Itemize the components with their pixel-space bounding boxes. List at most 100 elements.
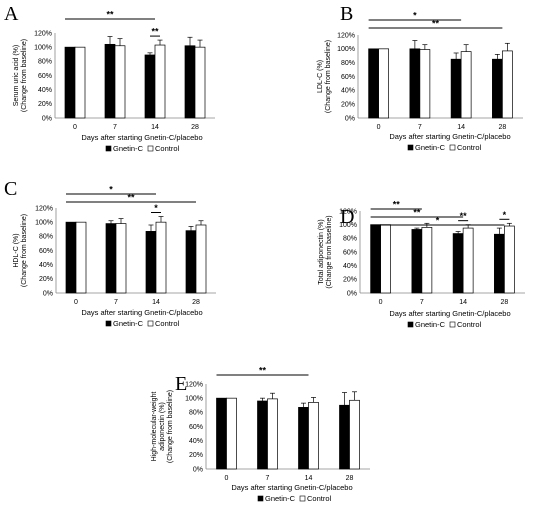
bar-gnetin-c-day-28 <box>494 233 505 294</box>
bar-control-day-0 <box>75 221 87 294</box>
y-tick-label: 80% <box>39 234 53 241</box>
bar-gnetin-c-day-28 <box>185 230 197 294</box>
legend-swatch-gnetin-c <box>407 321 414 328</box>
y-tick-label: 60% <box>38 73 52 80</box>
x-tick-label: 0 <box>379 299 383 306</box>
y-tick-label: 100% <box>35 220 53 227</box>
bar-control-day-28 <box>502 50 513 119</box>
bar-control-day-7 <box>267 398 278 470</box>
bar-control-day-7 <box>114 45 126 119</box>
y-tick-label: 80% <box>189 410 203 417</box>
y-tick-label: 0% <box>43 290 53 297</box>
x-tick-label: 28 <box>346 475 354 482</box>
legend-swatch-gnetin-c <box>407 144 414 151</box>
panel-letter: D <box>340 206 354 228</box>
legend-label: Gnetin-C <box>265 494 296 503</box>
bar-gnetin-c-day-28 <box>339 404 350 470</box>
y-tick-label: 80% <box>38 59 52 66</box>
panel-letter: C <box>4 178 17 200</box>
significance-label: * <box>154 203 158 213</box>
x-tick-label: 14 <box>305 475 313 482</box>
y-axis-label: Total adiponectin (%) <box>318 219 325 284</box>
y-tick-label: 120% <box>35 205 53 212</box>
y-tick-label: 80% <box>341 60 355 67</box>
significance-label: ** <box>151 27 159 37</box>
x-tick-label: 7 <box>113 124 117 131</box>
y-axis-label: adiponectin (%) <box>159 402 166 451</box>
bar-control-day-0 <box>380 224 391 294</box>
legend-label: Control <box>457 143 482 152</box>
y-tick-label: 120% <box>34 30 52 37</box>
bar-gnetin-c-day-7 <box>105 223 117 294</box>
x-tick-label: 14 <box>151 124 159 131</box>
y-axis-label: (Change from baseline) <box>167 390 174 463</box>
significance-label: ** <box>413 208 421 218</box>
y-tick-label: 20% <box>189 452 203 459</box>
y-tick-label: 120% <box>185 381 203 388</box>
y-tick-label: 80% <box>343 236 357 243</box>
bar-gnetin-c-day-14 <box>298 407 309 470</box>
bar-control-day-14 <box>154 44 166 119</box>
x-tick-label: 14 <box>459 299 467 306</box>
legend-label: Gnetin-C <box>113 144 144 153</box>
significance-label: ** <box>259 366 267 376</box>
legend-swatch-control <box>147 320 154 327</box>
x-tick-label: 14 <box>457 124 465 131</box>
legend-swatch-gnetin-c <box>105 320 112 327</box>
y-tick-label: 20% <box>38 101 52 108</box>
y-tick-label: 60% <box>343 249 357 256</box>
bar-control-day-28 <box>504 225 515 294</box>
bar-control-day-28 <box>349 399 360 470</box>
significance-label: ** <box>432 19 440 29</box>
y-tick-label: 0% <box>347 290 357 297</box>
legend-swatch-control <box>449 321 456 328</box>
y-tick-label: 100% <box>34 45 52 52</box>
x-axis-label: Days after starting Gnetin-C/placebo <box>389 132 510 141</box>
y-tick-label: 20% <box>39 276 53 283</box>
x-tick-label: 28 <box>498 124 506 131</box>
bar-control-day-7 <box>419 49 431 119</box>
y-tick-label: 100% <box>337 46 355 53</box>
bar-control-day-0 <box>378 48 389 119</box>
y-axis-label: HDL-C (%) <box>13 233 20 267</box>
y-axis-label: (Change from baseline) <box>21 214 28 287</box>
bar-control-day-14 <box>155 221 167 294</box>
panel-letter: E <box>175 373 187 395</box>
bar-gnetin-c-day-7 <box>257 400 268 470</box>
bar-gnetin-c-day-28 <box>184 45 196 119</box>
legend-label: Control <box>155 319 180 328</box>
x-tick-label: 28 <box>500 299 508 306</box>
legend-swatch-gnetin-c <box>105 145 112 152</box>
y-axis-label: High-molecular-weight <box>151 392 158 462</box>
bar-control-day-0 <box>74 46 86 119</box>
bar-gnetin-c-day-0 <box>370 224 381 294</box>
x-axis-label: Days after starting Gnetin-C/placebo <box>389 309 510 318</box>
y-tick-label: 40% <box>38 87 52 94</box>
bar-gnetin-c-day-14 <box>145 231 157 294</box>
y-tick-label: 120% <box>339 208 357 215</box>
bar-gnetin-c-day-0 <box>216 397 227 470</box>
x-tick-label: 7 <box>418 124 422 131</box>
x-axis-label: Days after starting Gnetin-C/placebo <box>231 483 352 492</box>
y-tick-label: 120% <box>337 32 355 39</box>
panel-a: A 0% 20% 40% 60% 80% 100% 120% Serum uric acid (… <box>4 3 215 153</box>
y-tick-label: 100% <box>185 396 203 403</box>
x-tick-label: 28 <box>192 299 200 306</box>
legend-swatch-control <box>147 145 154 152</box>
y-tick-label: 60% <box>39 248 53 255</box>
significance-label: ** <box>460 211 468 221</box>
legend-label: Gnetin-C <box>415 320 446 329</box>
panel-d: D 0% 20% 40% 60% 80% 100% 120% Total adiponectin… <box>318 200 525 329</box>
significance-label: ** <box>393 200 401 210</box>
bar-gnetin-c-day-14 <box>144 54 156 119</box>
x-tick-label: 0 <box>74 299 78 306</box>
bar-control-day-14 <box>460 51 472 119</box>
x-tick-label: 14 <box>152 299 160 306</box>
bar-gnetin-c-day-14 <box>452 233 464 294</box>
panel-e: E 0% 20% 40% 60% 80% 100% 120% High-molecular-we… <box>151 366 370 503</box>
bar-gnetin-c-day-0 <box>65 221 77 294</box>
y-axis-label: Serum uric acid (%) <box>13 45 20 106</box>
bar-control-day-7 <box>421 227 433 294</box>
significance-label: * <box>436 216 440 226</box>
bar-gnetin-c-day-28 <box>492 58 503 119</box>
